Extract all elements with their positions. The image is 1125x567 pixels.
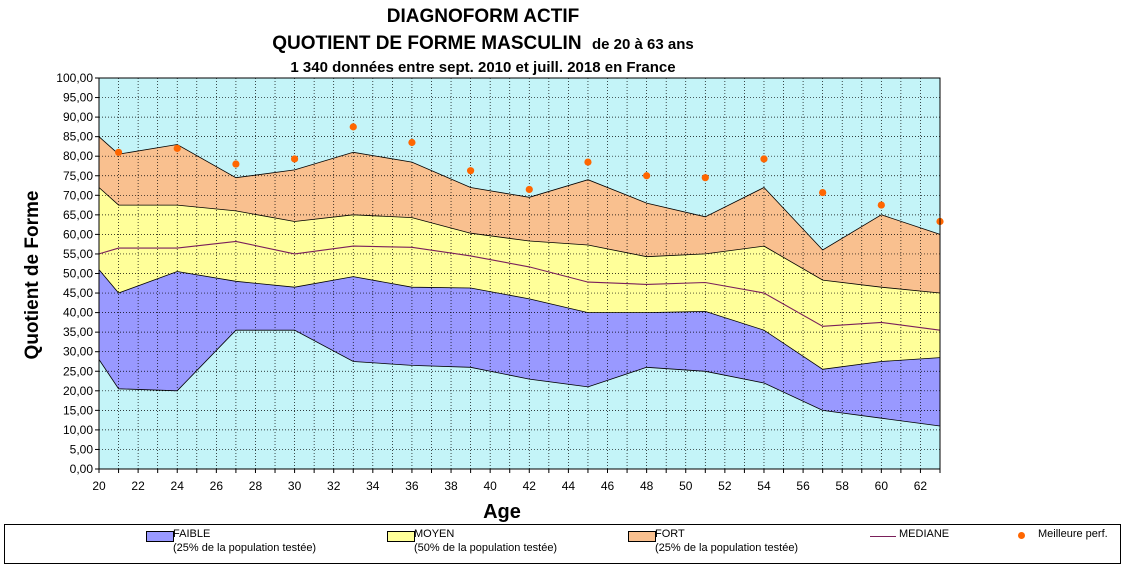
x-tick-label: 50 (679, 479, 693, 493)
legend: FAIBLE (25% de la population testée) MOY… (4, 524, 1121, 564)
x-tick-label: 28 (249, 479, 263, 493)
y-tick-label: 80,00 (63, 149, 93, 163)
y-tick-label: 90,00 (63, 110, 93, 124)
y-tick-label: 85,00 (63, 130, 93, 144)
x-tick-label: 60 (875, 479, 889, 493)
plot-area: 0,00 5,00 10,00 15,00 20,00 25,00 30,00 35,00 40… (56, 71, 944, 493)
legend-sub-faible: (25% de la population testée) (173, 542, 317, 554)
chart-subtitle: QUOTIENT DE FORME MASCULIN de 20 à 63 an… (272, 33, 693, 54)
best-perf-point (701, 174, 709, 182)
y-tick-label: 95,00 (63, 91, 93, 105)
y-tick-label: 70,00 (63, 188, 93, 202)
legend-swatch-mediane (870, 536, 896, 537)
x-tick-label: 24 (171, 479, 185, 493)
legend-label-best: Meilleure perf. (1038, 528, 1108, 540)
chart-subtitle-bold: QUOTIENT DE FORME MASCULIN (272, 33, 581, 54)
x-axis-title: Age (483, 501, 521, 523)
chart-title: DIAGNOFORM ACTIF (387, 6, 579, 27)
best-perf-point (173, 144, 181, 152)
legend-label-mediane: MEDIANE (899, 528, 950, 540)
x-tick-label: 44 (562, 479, 576, 493)
band-boundary-line (98, 329, 941, 427)
x-tick-label: 52 (718, 479, 732, 493)
chart-subtitle2: 1 340 données entre sept. 2010 et juill.… (290, 59, 675, 76)
y-tick-label: 20,00 (63, 384, 93, 398)
legend-swatch-best (1018, 532, 1025, 539)
y-tick-label: 15,00 (63, 403, 93, 417)
best-perf-point (584, 158, 592, 166)
y-tick-label: 65,00 (63, 208, 93, 222)
chart-subtitle-small: de 20 à 63 ans (592, 36, 694, 53)
y-tick-label: 30,00 (63, 345, 93, 359)
y-tick-label: 40,00 (63, 306, 93, 320)
y-tick-label: 60,00 (63, 227, 93, 241)
y-tick-label: 75,00 (63, 169, 93, 183)
best-perf-point (760, 155, 768, 163)
y-tick-label: 100,00 (56, 71, 93, 85)
legend-sub-fort: (25% de la population testée) (655, 542, 799, 554)
best-perf-point (232, 160, 240, 168)
x-tick-label: 38 (444, 479, 458, 493)
legend-swatch-faible (146, 531, 174, 542)
y-tick-label: 5,00 (70, 442, 94, 456)
y-tick-label: 10,00 (63, 423, 93, 437)
best-perf-point (114, 148, 123, 156)
y-tick-label: 45,00 (63, 286, 93, 300)
y-tick-label: 0,00 (70, 462, 94, 476)
x-tick-label: 34 (366, 479, 380, 493)
x-tick-label: 58 (836, 479, 850, 493)
band-faible (99, 269, 940, 426)
y-tick-label: 35,00 (63, 325, 93, 339)
best-perf-point (819, 188, 827, 197)
y-tick-label: 25,00 (63, 364, 93, 378)
legend-swatch-fort (628, 531, 656, 542)
x-tick-label: 40 (483, 479, 497, 493)
band-boundary-line (98, 269, 941, 370)
x-tick-label: 20 (92, 479, 106, 493)
x-tick-label: 48 (640, 479, 654, 493)
chart-svg: DIAGNOFORM ACTIF QUOTIENT DE FORME MASCU… (22, 6, 944, 523)
x-tick-label: 26 (210, 479, 224, 493)
best-perf-point (643, 172, 651, 180)
legend-label-fort: FORT (655, 528, 685, 540)
best-perf-point (467, 167, 475, 175)
best-perf-point (877, 201, 885, 209)
band-boundary-line (98, 136, 941, 251)
x-tick-label: 56 (796, 479, 810, 493)
legend-label-moyen: MOYEN (414, 528, 455, 540)
best-perf-point (349, 123, 357, 131)
best-perf-point (525, 185, 533, 194)
x-tick-label: 30 (288, 479, 302, 493)
x-tick-label: 36 (405, 479, 419, 493)
y-tick-label: 50,00 (63, 267, 93, 281)
band-boundary-line (98, 187, 941, 294)
best-perf-point (290, 155, 299, 163)
legend-swatch-moyen (387, 531, 415, 542)
band-moyen (99, 187, 940, 370)
best-perf-point (408, 138, 416, 147)
x-tick-label: 32 (327, 479, 341, 493)
x-tick-label: 54 (757, 479, 771, 493)
y-tick-label: 55,00 (63, 247, 93, 261)
legend-sub-moyen: (50% de la population testée) (414, 542, 558, 554)
y-axis-title: Quotient de Forme (22, 191, 43, 360)
legend-label-faible: FAIBLE (173, 528, 211, 540)
x-tick-label: 46 (601, 479, 615, 493)
x-tick-label: 62 (914, 479, 928, 493)
median-line (98, 240, 941, 331)
x-tick-label: 42 (523, 479, 537, 493)
x-tick-label: 22 (131, 479, 145, 493)
